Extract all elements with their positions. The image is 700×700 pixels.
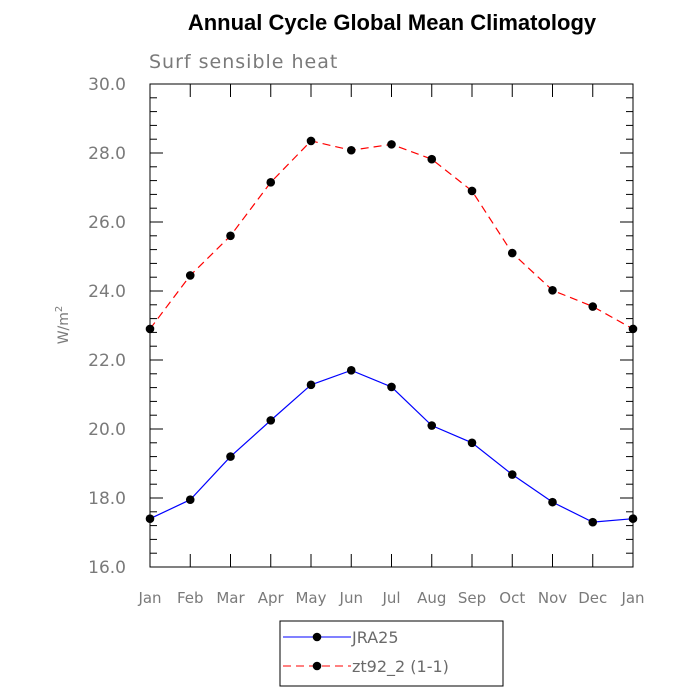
y-axis-label-unit: W/m xyxy=(56,312,72,344)
x-tick-labels: Jan Feb Mar Apr May Jun Jul Aug Sep Oct Nov Dec Jan xyxy=(137,589,644,607)
x-tick-label: Jan xyxy=(620,589,644,607)
series-0-point xyxy=(346,366,356,375)
x-tick-label: Apr xyxy=(258,589,285,607)
x-tick-label: Aug xyxy=(417,589,446,607)
y-axis-label-superscript: 2 xyxy=(54,306,65,312)
series-1-point xyxy=(427,154,437,164)
x-tick-label: May xyxy=(295,589,326,607)
x-tick-label: Mar xyxy=(216,589,245,607)
series-0-point xyxy=(185,495,195,505)
series-1-point xyxy=(628,324,638,334)
x-tick-label: Jan xyxy=(137,589,161,607)
series-0-point xyxy=(306,380,316,390)
y-tick-label: 18.0 xyxy=(88,489,126,509)
y-tick-label: 26.0 xyxy=(88,213,126,233)
y-tick-label: 16.0 xyxy=(88,558,126,578)
x-tick-label: Oct xyxy=(499,589,525,607)
y-tick-label: 28.0 xyxy=(88,144,126,164)
series-1-point xyxy=(266,178,276,187)
plot-frame xyxy=(149,83,634,568)
x-tick-label: Nov xyxy=(538,589,567,607)
axis-ticks xyxy=(149,83,634,568)
series-0-point xyxy=(588,517,598,527)
series-line-0 xyxy=(149,369,634,523)
y-tick-label: 30.0 xyxy=(88,75,126,95)
legend-label-zt92: zt92_2 (1-1) xyxy=(352,657,449,677)
legend-label-jra25: JRA25 xyxy=(351,628,399,647)
x-tick-label: Sep xyxy=(458,589,486,607)
series-0-point xyxy=(467,438,477,448)
series-1-point xyxy=(467,186,477,196)
series-0-point xyxy=(507,470,517,479)
series-0-point xyxy=(427,421,437,430)
series-1-point xyxy=(588,302,598,311)
series-1-point xyxy=(507,248,517,258)
series-line-1 xyxy=(149,140,634,330)
y-tick-label: 24.0 xyxy=(88,282,126,302)
legend-marker-jra25 xyxy=(312,632,322,642)
series-0-point xyxy=(266,416,276,425)
series-0-point xyxy=(226,452,235,461)
x-tick-label: Dec xyxy=(578,589,607,607)
legend-box xyxy=(279,620,504,687)
series-1-point xyxy=(145,324,155,334)
legend: JRA25 zt92_2 (1-1) xyxy=(279,620,504,687)
series-1-point xyxy=(185,271,195,280)
x-tick-label: Jun xyxy=(339,589,363,607)
y-tick-labels: 16.0 18.0 20.0 22.0 24.0 26.0 28.0 30.0 xyxy=(88,75,126,578)
series-1-point xyxy=(226,231,235,241)
series-1-point xyxy=(387,140,396,149)
y-axis-label: W/m2 xyxy=(54,306,72,345)
series-layer xyxy=(145,136,638,527)
chart-title: Annual Cycle Global Mean Climatology xyxy=(188,10,597,35)
series-1-point xyxy=(346,145,356,155)
x-tick-label: Jul xyxy=(381,589,400,607)
legend-marker-zt92 xyxy=(312,661,322,671)
series-1-point xyxy=(548,286,557,295)
series-0-point xyxy=(145,514,155,523)
series-0-point xyxy=(548,497,557,507)
y-tick-label: 20.0 xyxy=(88,420,126,440)
series-0-point xyxy=(628,514,638,523)
series-0-point xyxy=(387,382,396,392)
y-tick-label: 22.0 xyxy=(88,351,126,371)
series-1-point xyxy=(306,136,316,146)
chart-subtitle: Surf sensible heat xyxy=(149,51,338,73)
x-tick-label: Feb xyxy=(177,589,204,607)
